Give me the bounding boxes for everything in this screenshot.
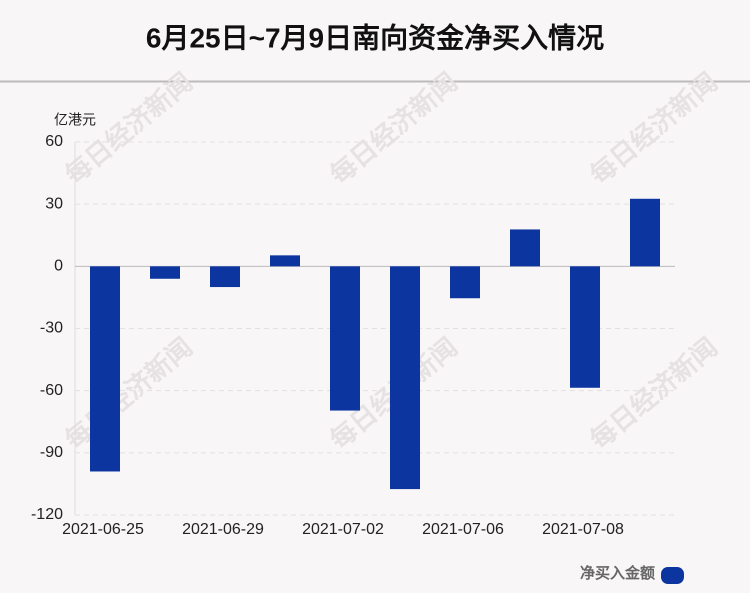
chart-title: 6月25日~7月9日南向资金净买入情况: [146, 21, 604, 53]
x-tick-label: 2021-06-25: [62, 521, 144, 538]
y-tick-label: -30: [40, 320, 63, 337]
y-tick-label: 60: [45, 133, 63, 150]
legend-swatch: [661, 567, 684, 584]
bar: [510, 229, 540, 267]
x-tick-label: 2021-07-08: [542, 521, 624, 538]
legend-label: 净买入金额: [580, 564, 655, 582]
bar: [210, 266, 240, 288]
bar: [570, 266, 600, 388]
bar: [330, 266, 360, 411]
bar: [390, 266, 420, 490]
y-tick-label: -90: [40, 444, 63, 461]
bar: [90, 266, 120, 472]
bar: [450, 266, 480, 299]
x-tick-label: 2021-07-06: [422, 521, 504, 538]
y-tick-label: -60: [40, 382, 63, 399]
bar: [270, 255, 300, 267]
bar: [150, 266, 180, 279]
bar: [630, 198, 660, 267]
y-axis-label: 亿港元: [54, 112, 96, 128]
y-tick-label: 30: [45, 195, 63, 212]
y-tick-label: -120: [31, 506, 63, 523]
x-tick-label: 2021-06-29: [182, 521, 264, 538]
x-tick-label: 2021-07-02: [302, 521, 384, 538]
y-tick-label: 0: [54, 258, 63, 275]
